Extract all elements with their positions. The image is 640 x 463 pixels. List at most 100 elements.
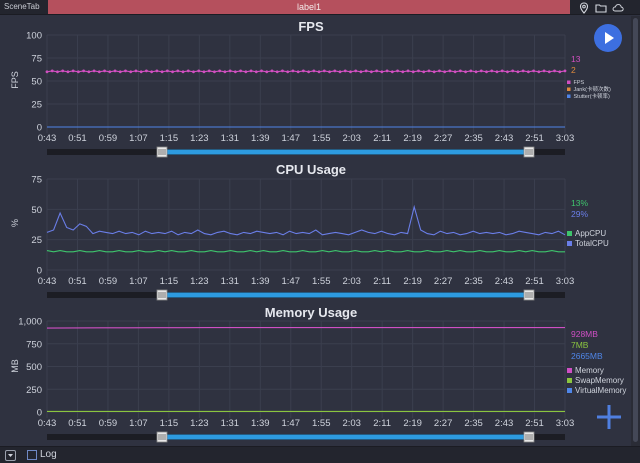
log-label: Log	[40, 449, 57, 460]
x-tick-label: 1:55	[312, 418, 331, 429]
range-slider-selection[interactable]	[162, 434, 529, 440]
y-tick-label: 50	[31, 77, 42, 88]
location-pin-icon[interactable]	[578, 1, 590, 14]
x-tick-label: 1:47	[282, 276, 301, 287]
data-point	[547, 70, 551, 74]
top-icons	[578, 1, 624, 14]
x-tick-label: 2:51	[525, 133, 544, 144]
data-point	[233, 70, 237, 74]
data-point	[448, 69, 452, 73]
y-tick-label: 50	[31, 205, 42, 216]
data-point	[249, 69, 253, 73]
data-point	[558, 70, 562, 74]
x-tick-label: 2:19	[403, 276, 422, 287]
legend-item: Jank(卡顿次数)	[574, 85, 611, 93]
slider-handle[interactable]	[156, 289, 168, 301]
label-tab[interactable]: label1	[48, 0, 570, 14]
data-point	[338, 70, 342, 74]
data-point	[322, 69, 326, 73]
legend-swatch	[567, 231, 572, 236]
range-slider-right-handle[interactable]	[523, 146, 535, 158]
data-point	[66, 70, 70, 74]
legend-swatch	[567, 87, 571, 91]
series-line	[46, 204, 566, 236]
data-point	[333, 69, 337, 73]
data-point	[427, 69, 431, 73]
x-tick-label: 2:43	[495, 276, 514, 287]
x-tick-label: 1:07	[129, 418, 148, 429]
cloud-icon[interactable]	[612, 2, 624, 14]
scrollbar-thumb[interactable]	[633, 18, 638, 442]
bottom-bar: Log	[0, 446, 640, 463]
chart-title: CPU Usage	[276, 162, 346, 177]
x-tick-label: 2:11	[373, 418, 391, 429]
data-point	[516, 70, 520, 74]
x-tick-label: 2:51	[525, 276, 544, 287]
x-tick-label: 2:27	[434, 418, 453, 429]
slider-handle[interactable]	[523, 146, 535, 158]
x-tick-label: 1:31	[221, 418, 240, 429]
fps-chart: FPS FPS 100 75 50 25 00:43 0:51 0:59 1:07 1:15 1:23…	[10, 19, 611, 158]
data-point	[113, 69, 117, 73]
data-point	[197, 69, 201, 73]
data-point	[406, 69, 410, 73]
data-point	[526, 70, 530, 74]
data-point	[474, 70, 478, 74]
data-point	[506, 70, 509, 74]
data-point	[291, 69, 295, 73]
range-slider-left-handle[interactable]	[156, 289, 168, 301]
series-line	[46, 70, 566, 73]
x-tick-label: 2:03	[342, 133, 361, 144]
data-point	[118, 70, 122, 74]
range-slider-selection[interactable]	[162, 292, 529, 298]
data-point	[354, 69, 358, 73]
cpu-chart: CPU Usage% 75 50 25 00:43 0:51 0:59 1:07 1:15 1:2…	[10, 162, 609, 301]
legend-item: FPS	[574, 80, 585, 86]
data-point	[500, 69, 504, 73]
slider-handle[interactable]	[156, 146, 168, 158]
play-button[interactable]	[594, 24, 622, 52]
legend-item: SwapMemory	[575, 376, 624, 385]
vertical-scrollbar[interactable]	[631, 16, 640, 446]
x-tick-label: 1:39	[251, 276, 270, 287]
data-point	[150, 70, 154, 74]
x-tick-label: 2:19	[403, 418, 422, 429]
legend-swatch	[567, 378, 572, 383]
log-checkbox[interactable]	[27, 450, 37, 460]
x-tick-label: 2:35	[464, 133, 483, 144]
add-button[interactable]	[596, 404, 622, 430]
x-tick-label: 3:03	[556, 133, 575, 144]
data-point	[443, 70, 447, 74]
range-slider-right-handle[interactable]	[523, 289, 535, 301]
value-label: 2	[571, 65, 576, 75]
slider-handle[interactable]	[523, 289, 535, 301]
y-tick-label: 100	[26, 31, 42, 42]
data-point	[139, 70, 143, 74]
series-line	[46, 250, 565, 253]
mem-chart: Memory Usage MB 1,000 750 500 250 00:43 0:51 0:5…	[10, 305, 626, 443]
series-line	[46, 327, 565, 329]
range-slider-selection[interactable]	[162, 149, 529, 155]
data-point	[71, 69, 75, 73]
x-tick-label: 1:15	[160, 133, 179, 144]
x-tick-label: 1:55	[312, 133, 331, 144]
folder-icon[interactable]	[595, 2, 607, 14]
data-point	[213, 70, 216, 74]
slider-handle[interactable]	[523, 431, 535, 443]
data-point	[370, 70, 373, 74]
slider-handle[interactable]	[156, 431, 168, 443]
range-slider-left-handle[interactable]	[156, 431, 168, 443]
data-point	[563, 69, 567, 73]
range-slider-left-handle[interactable]	[156, 146, 168, 158]
x-tick-label: 3:03	[556, 276, 575, 287]
range-slider-right-handle[interactable]	[523, 431, 535, 443]
dropdown-toggle[interactable]	[5, 450, 16, 461]
y-tick-label: 75	[31, 54, 42, 65]
data-point	[401, 70, 405, 74]
x-tick-label: 1:47	[282, 418, 301, 429]
x-tick-label: 0:59	[99, 276, 118, 287]
legend-item: AppCPU	[575, 229, 606, 238]
scene-tab[interactable]: SceneTab	[4, 2, 40, 11]
x-tick-label: 1:31	[221, 276, 240, 287]
x-tick-label: 0:59	[99, 418, 118, 429]
